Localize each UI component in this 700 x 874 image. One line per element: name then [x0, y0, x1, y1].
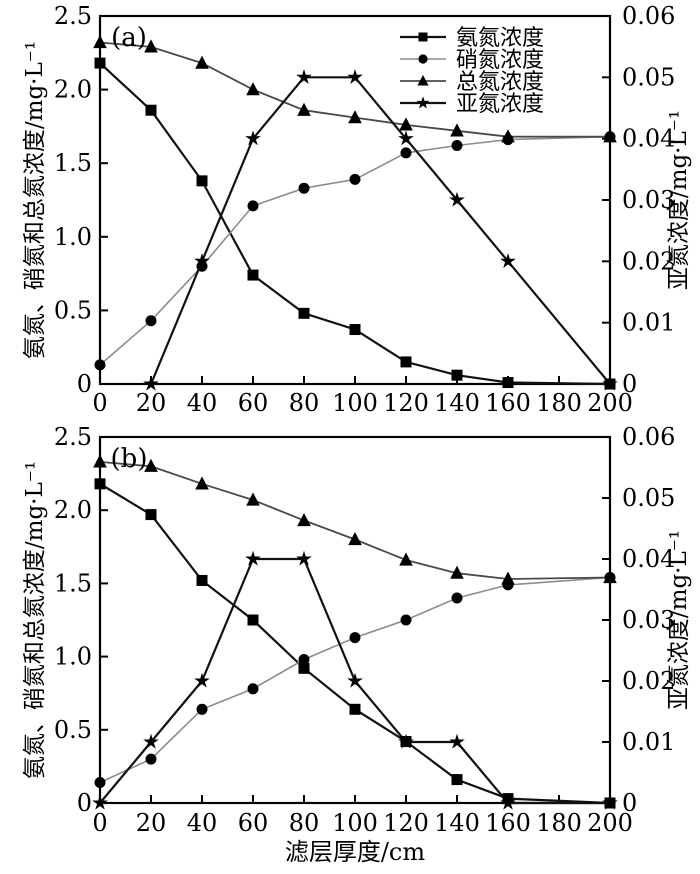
series-nitrite-markers — [143, 69, 618, 391]
x-axis-title: 滤层厚度/cm — [285, 838, 426, 866]
y-axis-left: 0 0.5 1.0 1.5 2.0 2.5 — [54, 423, 108, 817]
y-right-tick-label: 0.01 — [622, 309, 675, 337]
y-left-tick-label: 0 — [77, 370, 92, 398]
x-tick-label: 0 — [92, 809, 107, 837]
panel-letter: (b) — [111, 444, 148, 474]
x-tick-label: 80 — [289, 389, 320, 417]
y-right-tick-label: 0.04 — [622, 545, 675, 573]
legend-marker-total_nitrogen-icon — [417, 75, 429, 86]
y-left-axis-title: 氨氮、硝氮和总氮浓度/mg·L⁻¹ — [22, 41, 48, 359]
x-axis: 0 20 40 60 80 100 120 140 160 180 200 — [92, 795, 633, 837]
legend-label-nitrite: 亚氮浓度 — [456, 92, 544, 117]
y-left-tick-label: 0.5 — [54, 296, 92, 324]
x-tick-label: 60 — [238, 809, 269, 837]
y-left-tick-label: 2.5 — [54, 2, 92, 30]
y-left-axis-title: 氨氮、硝氮和总氮浓度/mg·L⁻¹ — [22, 461, 48, 779]
x-tick-label: 60 — [238, 389, 269, 417]
series-total_nitrogen-markers — [93, 34, 617, 143]
legend-marker-nitrite-icon — [416, 96, 430, 109]
y-axis-right: 0 0.01 0.02 0.03 0.04 0.05 0.06 — [602, 2, 675, 398]
series-nitrate-line — [99, 135, 611, 366]
x-tick-label: 40 — [187, 389, 218, 417]
y-left-tick-label: 1.0 — [54, 223, 92, 251]
series-nitrite-line — [99, 557, 610, 805]
x-tick-label: 180 — [536, 809, 582, 837]
x-tick-label: 20 — [136, 389, 167, 417]
x-tick-label: 100 — [332, 389, 378, 417]
legend-marker-nitrate-icon — [418, 54, 428, 64]
x-tick-label: 120 — [383, 389, 429, 417]
x-tick-label: 160 — [485, 389, 531, 417]
x-tick-label: 0 — [92, 389, 107, 417]
y-right-tick-label: 0.03 — [622, 186, 675, 214]
y-right-tick-label: 0.02 — [622, 247, 675, 275]
y-axis-left: 0 0.5 1.0 1.5 2.0 2.5 — [54, 2, 108, 398]
y-right-tick-label: 0.05 — [622, 63, 675, 91]
series-nitrate-line — [99, 576, 611, 784]
y-right-axis-title: 亚氮浓度/mg·L⁻¹ — [666, 110, 692, 290]
series-total_nitrogen-line — [99, 461, 611, 580]
x-tick-label: 160 — [485, 809, 531, 837]
y-right-tick-label: 0.05 — [622, 484, 675, 512]
x-tick-label: 120 — [383, 809, 429, 837]
panel-b: 0 20 40 60 80 100 120 140 160 180 20000.51.01.52.0… — [22, 423, 692, 837]
series-nitrite-markers — [92, 550, 618, 810]
x-tick-label: 20 — [136, 809, 167, 837]
x-tick-label: 180 — [536, 389, 582, 417]
series-nitrite-line — [149, 76, 611, 385]
series-total_nitrogen-markers — [93, 454, 617, 585]
legend-marker-ammonia-icon — [418, 32, 428, 42]
series-ammonia-line — [99, 62, 611, 386]
y-left-tick-label: 1.5 — [54, 569, 92, 597]
y-axis-right: 0 0.01 0.02 0.03 0.04 0.05 0.06 — [602, 423, 675, 817]
y-left-tick-label: 1.0 — [54, 643, 92, 671]
series-ammonia-markers — [94, 478, 616, 809]
x-tick-label: 200 — [587, 809, 633, 837]
x-tick-label: 140 — [434, 809, 480, 837]
y-left-tick-label: 0.5 — [54, 716, 92, 744]
y-right-tick-label: 0.01 — [622, 728, 675, 756]
panel-a: 0 20 40 60 80 100 120 140 160 180 20000.51.01.52.0… — [22, 2, 692, 417]
y-right-tick-label: 0 — [622, 789, 637, 817]
y-right-tick-label: 0.06 — [622, 2, 675, 30]
y-left-tick-label: 0 — [77, 789, 92, 817]
y-right-tick-label: 0.06 — [622, 423, 675, 451]
y-right-tick-label: 0 — [622, 370, 637, 398]
series-ammonia-line — [99, 482, 611, 805]
y-right-axis-title: 亚氮浓度/mg·L⁻¹ — [666, 530, 692, 710]
y-right-tick-label: 0.03 — [622, 606, 675, 634]
y-left-tick-label: 2.0 — [54, 76, 92, 104]
y-right-tick-label: 0.02 — [622, 667, 675, 695]
x-tick-label: 100 — [332, 809, 378, 837]
x-tick-label: 140 — [434, 389, 480, 417]
legend-label-nitrate: 硝氮浓度 — [456, 48, 544, 73]
y-left-tick-label: 1.5 — [54, 149, 92, 177]
y-right-tick-label: 0.04 — [622, 125, 675, 153]
panel-letter: (a) — [111, 23, 147, 53]
x-tick-label: 40 — [187, 809, 218, 837]
series-total_nitrogen-line — [99, 41, 610, 138]
legend-label-total_nitrogen: 总氮浓度 — [456, 70, 544, 95]
x-axis: 0 20 40 60 80 100 120 140 160 180 200 — [92, 376, 633, 417]
y-left-tick-label: 2.0 — [54, 496, 92, 524]
x-tick-label: 80 — [289, 809, 320, 837]
plot-border — [98, 435, 612, 805]
y-left-tick-label: 2.5 — [54, 423, 92, 451]
x-tick-label: 200 — [587, 389, 633, 417]
legend-label-ammonia: 氨氮浓度 — [456, 26, 544, 51]
